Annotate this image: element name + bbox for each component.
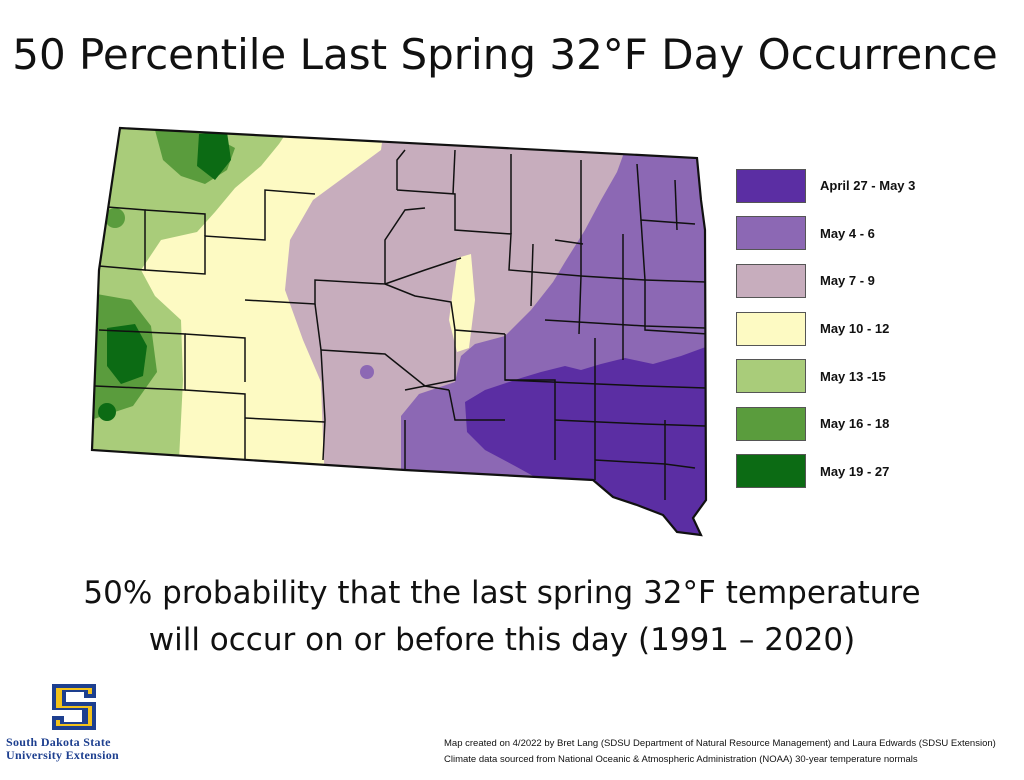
legend-item: May 16 - 18 xyxy=(736,400,996,448)
legend-swatch xyxy=(736,406,806,441)
zone-may-4-6-spot xyxy=(360,365,374,379)
legend-label: May 10 - 12 xyxy=(820,321,890,337)
map-credit: Map created on 4/2022 by Bret Lang (SDSU… xyxy=(444,736,996,768)
legend-swatch xyxy=(736,454,806,489)
logo-line-1: South Dakota State xyxy=(6,735,111,749)
legend-item: May 7 - 9 xyxy=(736,257,996,305)
legend-item: May 4 - 6 xyxy=(736,210,996,258)
credit-line-1: Map created on 4/2022 by Bret Lang (SDSU… xyxy=(444,738,996,749)
logo-line-2: University Extension xyxy=(6,748,120,762)
legend-item: April 27 - May 3 xyxy=(736,162,996,210)
legend-item: May 13 -15 xyxy=(736,352,996,400)
map-title: 50 Percentile Last Spring 32°F Day Occur… xyxy=(12,30,998,79)
legend-swatch xyxy=(736,359,806,394)
legend-label: April 27 - May 3 xyxy=(820,178,916,194)
caption-line-1: 50% probability that the last spring 32°… xyxy=(83,575,921,611)
legend-item: May 19 - 27 xyxy=(736,448,996,496)
map-caption: 50% probability that the last spring 32°… xyxy=(0,570,1004,664)
zone-may-19-27-west xyxy=(107,324,147,384)
legend-label: May 19 - 27 xyxy=(820,463,890,479)
sdsu-emblem-icon xyxy=(52,684,96,730)
credit-line-2: Climate data sourced from National Ocean… xyxy=(444,754,918,765)
caption-line-2: will occur on or before this day (1991 –… xyxy=(148,622,856,658)
legend-label: May 13 -15 xyxy=(820,368,886,384)
legend-swatch xyxy=(736,311,806,346)
legend-swatch xyxy=(736,168,806,203)
legend: April 27 - May 3 May 4 - 6 May 7 - 9 May 10… xyxy=(736,162,996,495)
state-outline xyxy=(90,126,708,537)
legend-swatch xyxy=(736,216,806,251)
legend-label: May 7 - 9 xyxy=(820,273,875,289)
south-dakota-frost-map xyxy=(90,126,708,537)
legend-label: May 4 - 6 xyxy=(820,225,875,241)
zone-may-19-27 xyxy=(197,132,231,180)
legend-item: May 10 - 12 xyxy=(736,305,996,353)
legend-swatch xyxy=(736,263,806,298)
sdsu-extension-logo: South Dakota State University Extension xyxy=(6,678,156,762)
zone-may-19-27-spot xyxy=(98,403,116,421)
county-boundaries xyxy=(94,149,706,500)
zone-may-10-12-east xyxy=(449,254,475,352)
legend-label: May 16 - 18 xyxy=(820,416,890,432)
zone-may-16-18-spot xyxy=(105,208,125,228)
